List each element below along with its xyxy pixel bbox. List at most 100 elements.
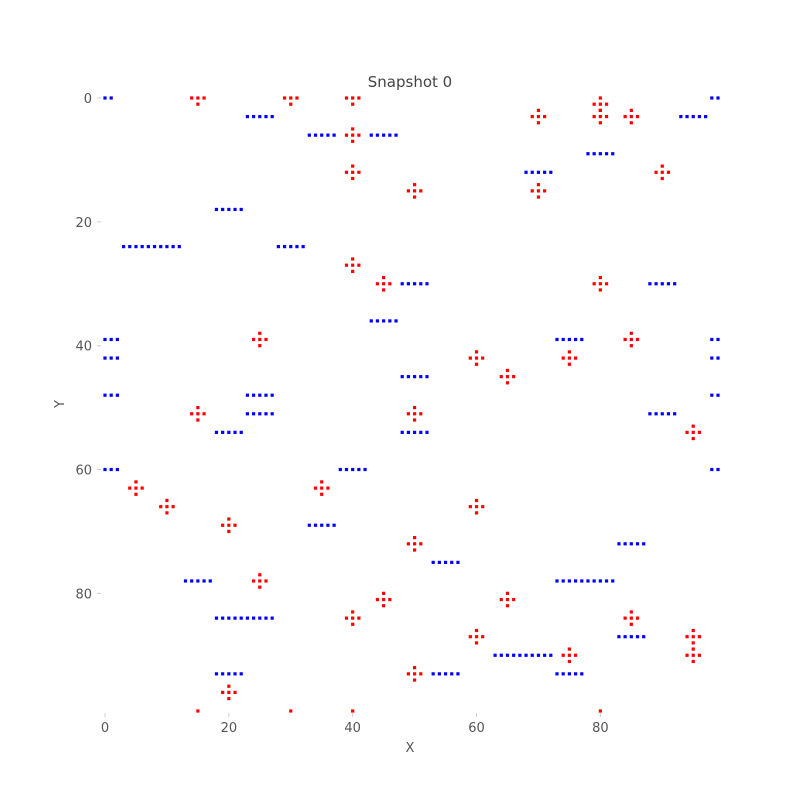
data-point xyxy=(604,102,609,106)
data-point xyxy=(388,133,392,137)
data-point xyxy=(629,635,633,639)
data-point xyxy=(270,412,274,416)
data-point xyxy=(406,412,410,416)
data-point xyxy=(561,356,565,360)
data-point xyxy=(233,523,237,527)
data-point xyxy=(474,511,479,515)
data-point xyxy=(530,189,534,193)
data-point xyxy=(400,430,404,434)
data-point xyxy=(635,337,640,342)
data-point xyxy=(400,282,404,286)
data-point xyxy=(642,635,646,639)
data-point xyxy=(598,282,602,286)
data-point xyxy=(320,492,324,496)
data-point xyxy=(245,412,250,416)
data-point xyxy=(406,189,410,193)
data-point xyxy=(691,424,695,428)
data-point xyxy=(245,114,250,119)
data-point xyxy=(400,375,404,379)
data-point xyxy=(561,579,565,583)
data-point xyxy=(530,114,534,119)
data-point xyxy=(382,133,386,137)
axis-ticks: 0 20 40 60 80 0 20 40 60 80 xyxy=(75,92,608,736)
data-point xyxy=(536,170,541,174)
data-point xyxy=(183,579,188,583)
data-point xyxy=(505,375,510,379)
data-point xyxy=(388,282,392,286)
data-point xyxy=(326,523,330,527)
data-point xyxy=(573,653,578,657)
data-point xyxy=(604,152,609,156)
data-point xyxy=(221,207,225,212)
data-point xyxy=(357,170,361,174)
data-point xyxy=(635,542,640,546)
data-point xyxy=(295,245,299,249)
data-point xyxy=(691,635,695,639)
data-point xyxy=(406,375,410,379)
data-point xyxy=(282,96,287,100)
data-point xyxy=(592,152,596,156)
data-point xyxy=(233,207,237,212)
data-point xyxy=(474,498,479,503)
data-point xyxy=(679,114,683,119)
data-point xyxy=(289,102,293,106)
data-point xyxy=(598,275,602,280)
data-point xyxy=(450,560,454,564)
data-point xyxy=(109,337,113,342)
data-point xyxy=(629,610,633,614)
plot-area xyxy=(103,96,720,713)
data-point xyxy=(109,356,113,360)
data-point xyxy=(239,207,243,212)
data-point xyxy=(221,690,225,695)
data-point xyxy=(196,102,200,106)
data-point xyxy=(233,616,237,620)
data-point xyxy=(716,337,720,342)
data-point xyxy=(301,245,305,249)
data-point xyxy=(258,393,262,397)
data-point xyxy=(351,622,355,626)
data-point xyxy=(716,356,720,360)
data-point xyxy=(344,616,349,620)
data-point xyxy=(171,505,175,509)
data-point xyxy=(604,579,609,583)
data-point xyxy=(382,288,386,292)
data-point xyxy=(431,560,435,564)
data-point xyxy=(264,114,268,119)
data-point xyxy=(289,245,293,249)
data-point xyxy=(685,653,689,657)
data-point xyxy=(165,498,169,503)
data-point xyxy=(413,183,417,187)
data-point xyxy=(697,430,702,434)
data-point xyxy=(258,616,262,620)
data-point xyxy=(456,672,460,676)
data-point xyxy=(227,529,231,534)
data-point xyxy=(351,102,355,106)
data-point xyxy=(103,96,107,100)
data-point xyxy=(474,362,479,366)
data-point xyxy=(109,393,113,397)
data-point xyxy=(530,653,534,657)
data-point xyxy=(227,517,231,521)
x-tick-label: 60 xyxy=(468,721,485,736)
data-point xyxy=(468,356,472,360)
data-point xyxy=(115,393,119,397)
data-point xyxy=(270,393,274,397)
data-point xyxy=(580,337,584,342)
data-point xyxy=(413,375,417,379)
data-point xyxy=(140,245,144,249)
data-point xyxy=(474,505,479,509)
data-point xyxy=(103,393,107,397)
data-point xyxy=(710,393,714,397)
data-point xyxy=(258,114,262,119)
data-point xyxy=(499,653,503,657)
data-point xyxy=(530,170,534,174)
data-point xyxy=(351,257,355,261)
data-point xyxy=(623,616,627,620)
data-point xyxy=(351,616,355,620)
data-point xyxy=(437,560,441,564)
data-point xyxy=(202,579,206,583)
data-point xyxy=(171,245,175,249)
data-point xyxy=(134,492,138,496)
data-point xyxy=(202,412,206,416)
data-point xyxy=(313,486,318,490)
